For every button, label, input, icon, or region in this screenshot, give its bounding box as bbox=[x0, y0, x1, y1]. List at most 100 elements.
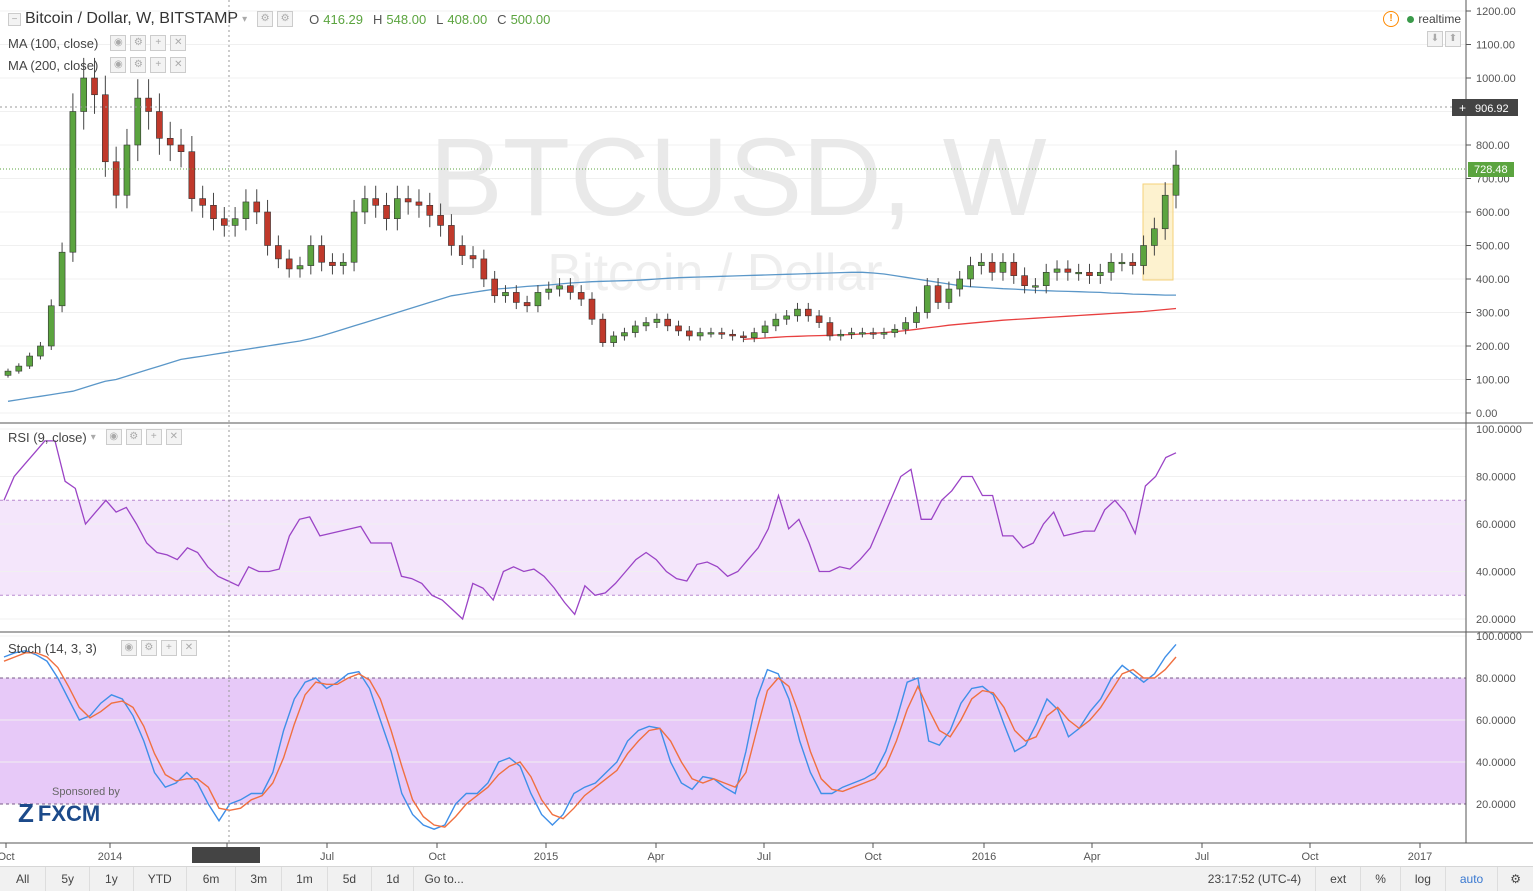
close-icon[interactable]: ✕ bbox=[170, 35, 187, 51]
ma100-legend: MA (100, close) ◉ ⚙ + ✕ bbox=[8, 35, 187, 51]
stoch-label[interactable]: Stoch (14, 3, 3) bbox=[8, 640, 97, 656]
candle bbox=[988, 261, 996, 273]
candle bbox=[242, 201, 250, 219]
ext-toggle[interactable]: ext bbox=[1315, 867, 1360, 891]
log-toggle[interactable]: log bbox=[1399, 867, 1445, 891]
candle bbox=[750, 332, 758, 338]
eye-icon[interactable]: ◉ bbox=[105, 429, 122, 445]
eye-icon[interactable]: ◉ bbox=[110, 57, 127, 73]
warning-icon[interactable]: ! bbox=[1383, 11, 1399, 27]
candle bbox=[415, 201, 423, 206]
candle bbox=[610, 335, 617, 343]
candle bbox=[815, 315, 823, 323]
range-5d[interactable]: 5d bbox=[328, 867, 373, 891]
status-dot-icon bbox=[1407, 16, 1415, 23]
candle bbox=[761, 325, 769, 333]
ma200-path bbox=[743, 307, 1177, 340]
range-all[interactable]: All bbox=[0, 867, 47, 891]
chevron-down-icon[interactable]: ▾ bbox=[90, 431, 96, 443]
candle bbox=[740, 335, 747, 338]
arrow-down-icon[interactable]: ⬇ bbox=[1427, 31, 1443, 47]
rsi-axis-label: 60.0000 bbox=[1476, 519, 1516, 531]
range-ytd[interactable]: YTD bbox=[134, 867, 187, 891]
plus-icon[interactable]: + bbox=[150, 57, 167, 73]
candle bbox=[664, 318, 672, 327]
close-icon[interactable]: ✕ bbox=[165, 429, 182, 445]
candle bbox=[58, 251, 66, 307]
candle bbox=[956, 278, 964, 290]
x-axis-label: 2016 bbox=[972, 851, 996, 863]
price-axis-label: 0.00 bbox=[1476, 408, 1497, 420]
candle bbox=[848, 332, 855, 335]
gear-icon[interactable]: ⚙ bbox=[130, 57, 147, 73]
sponsor-badge[interactable]: Sponsored by Z FXCM bbox=[18, 786, 120, 829]
sponsor-text: Sponsored by bbox=[52, 786, 120, 798]
candle bbox=[934, 285, 942, 303]
candle bbox=[718, 332, 726, 335]
candle bbox=[1129, 261, 1137, 266]
ma100-line bbox=[7, 271, 1176, 402]
realtime-label: realtime bbox=[1418, 12, 1461, 26]
candle bbox=[859, 332, 866, 335]
rsi-label[interactable]: RSI (9, close) bbox=[8, 429, 87, 445]
rsi-path bbox=[3, 440, 1177, 621]
gear-icon[interactable]: ⚙ bbox=[125, 429, 142, 445]
plus-icon[interactable]: + bbox=[145, 429, 162, 445]
candle bbox=[361, 198, 369, 213]
settings-icon[interactable]: ⚙ bbox=[257, 11, 274, 27]
candle bbox=[285, 258, 293, 270]
stoch-lines bbox=[3, 643, 1177, 830]
highlight-box bbox=[1142, 183, 1174, 281]
close-icon[interactable]: ✕ bbox=[180, 640, 197, 656]
plus-icon[interactable]: + bbox=[150, 35, 167, 51]
compare-icon[interactable]: ⚙ bbox=[277, 11, 294, 27]
range-3m[interactable]: 3m bbox=[236, 867, 283, 891]
ma100-label[interactable]: MA (100, close) bbox=[8, 35, 99, 51]
x-axis-label: 2014 bbox=[98, 851, 122, 863]
candle bbox=[188, 151, 196, 199]
candle bbox=[383, 205, 390, 220]
gear-icon[interactable]: ⚙ bbox=[140, 640, 157, 656]
candle bbox=[275, 245, 282, 260]
arrow-up-icon[interactable]: ⬆ bbox=[1445, 31, 1461, 47]
gear-icon[interactable]: ⚙ bbox=[130, 35, 147, 51]
price-axis-label: 600.00 bbox=[1476, 207, 1510, 219]
watermark-symbol: BTCUSD, W bbox=[429, 116, 1046, 239]
y-axes: 0.00 100.00 200.00 300.00 400.00 500.00 600.00… bbox=[1466, 6, 1522, 811]
gear-icon[interactable]: ⚙ bbox=[1497, 867, 1533, 891]
close-icon[interactable]: ✕ bbox=[170, 57, 187, 73]
open-label: O bbox=[309, 11, 320, 27]
close-label: C bbox=[497, 11, 507, 27]
price-axis-label: 400.00 bbox=[1476, 274, 1510, 286]
crosshair-plus[interactable]: + bbox=[1459, 101, 1466, 115]
price-axis-label: 800.00 bbox=[1476, 140, 1510, 152]
candle bbox=[329, 261, 336, 266]
eye-icon[interactable]: ◉ bbox=[120, 640, 137, 656]
last-price-tag-bg bbox=[1468, 162, 1514, 177]
candle bbox=[826, 322, 834, 337]
auto-toggle[interactable]: auto bbox=[1444, 867, 1497, 891]
ma200-label[interactable]: MA (200, close) bbox=[8, 57, 99, 73]
price-axis-label: 200.00 bbox=[1476, 341, 1510, 353]
percent-toggle[interactable]: % bbox=[1360, 867, 1400, 891]
goto-date[interactable]: Go to... bbox=[424, 872, 464, 886]
symbol-title[interactable]: Bitcoin / Dollar, W, BITSTAMP bbox=[25, 10, 239, 27]
clock: 23:17:52 (UTC-4) bbox=[1207, 872, 1302, 886]
candle bbox=[15, 365, 23, 372]
ma200-line bbox=[743, 307, 1177, 340]
ma100-path bbox=[7, 271, 1176, 402]
x-axis-label: Jul bbox=[1195, 851, 1209, 863]
range-5y[interactable]: 5y bbox=[46, 867, 91, 891]
range-1m[interactable]: 1m bbox=[282, 867, 328, 891]
candle bbox=[794, 308, 801, 317]
collapse-icon[interactable]: − bbox=[8, 12, 21, 26]
chevron-down-icon[interactable]: ▾ bbox=[242, 13, 248, 25]
eye-icon[interactable]: ◉ bbox=[110, 35, 127, 51]
range-1d[interactable]: 1d bbox=[372, 867, 415, 891]
plus-icon[interactable]: + bbox=[160, 640, 177, 656]
candle bbox=[891, 328, 899, 333]
x-axis-label: Oct bbox=[864, 851, 881, 863]
range-1y[interactable]: 1y bbox=[90, 867, 134, 891]
candle bbox=[339, 261, 347, 266]
range-6m[interactable]: 6m bbox=[187, 867, 237, 891]
